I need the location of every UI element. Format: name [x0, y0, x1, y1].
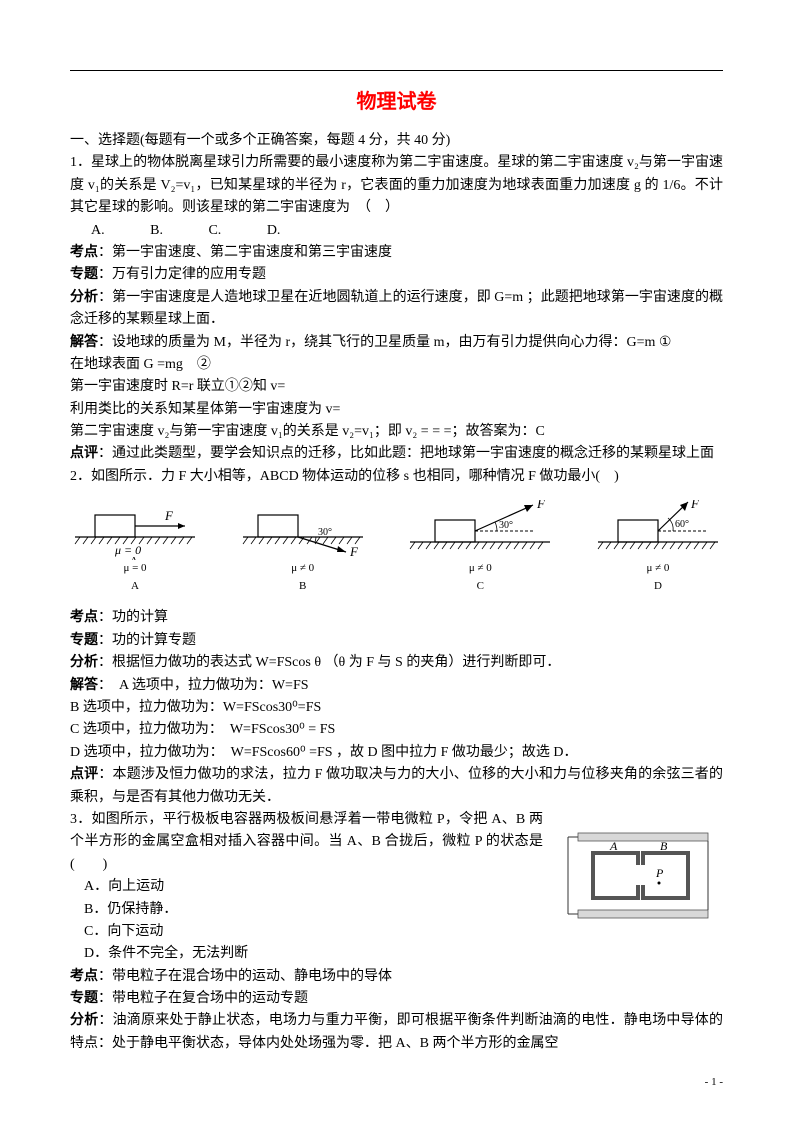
fenxi-label: 分析 [70, 1013, 98, 1028]
q1-jieda: 解答：设地球的质量为 M，半径为 r，绕其飞行的卫星质量 m，由万有引力提供向心… [70, 332, 723, 354]
page-number: - 1 - [705, 1074, 723, 1092]
dianping-label: 点评 [70, 446, 98, 461]
exam-title: 物理试卷 [70, 86, 723, 118]
diag-d-f: F [690, 500, 700, 511]
q1-options: A. B. C. D. [70, 220, 723, 242]
q1-opt-d: D. [267, 220, 281, 242]
dianping-label: 点评 [70, 767, 98, 782]
q2-fenxi: 分析：根据恒力做功的表达式 W=FScos θ （θ 为 F 与 S 的夹角）进… [70, 652, 723, 674]
q3-fig-p: P [655, 866, 664, 880]
diag-a-label: μ = 0A [70, 560, 200, 595]
q3-zhuanti: 专题：带电粒子在复合场中的运动专题 [70, 988, 723, 1010]
diag-d-angle: 60° [675, 519, 689, 530]
q3-kaodian: 考点：带电粒子在混合场中的运动、静电场中的导体 [70, 966, 723, 988]
diag-c-angle: 30° [499, 520, 513, 531]
q2-jieda: 解答： A 选项中，拉力做功为：W=FS [70, 675, 723, 697]
q2-jieda-4: D 选项中，拉力做功为： W=FScos60⁰ =FS ，故 D 图中拉力 F … [70, 742, 723, 764]
top-rule [70, 70, 723, 71]
kaodian-text: ：第一宇宙速度、第二宇宙速度和第三宇宙速度 [98, 245, 392, 260]
diag-b-label: μ ≠ 0B [238, 560, 368, 595]
q2-diagrams: F μ = 0 A μ = 0A 30° F μ ≠ 0B [70, 500, 723, 595]
q2-diag-d: 60° F μ ≠ 0D [593, 500, 723, 595]
q1-dianping: 点评：通过此类题型，要学会知识点的迁移，比如此题：把地球第一宇宙速度的概念迁移的… [70, 443, 723, 465]
zhuanti-label: 专题 [70, 633, 98, 648]
zhuanti-text: ：万有引力定律的应用专题 [98, 267, 266, 282]
q1-fenxi: 分析：第一宇宙速度是人造地球卫星在近地圆轨道上的运行速度，即 G=m ；此题把地… [70, 287, 723, 332]
q1-jieda-5: 第二宇宙速度 v₂与第一宇宙速度 v₁的关系是 v₂=v₁；即 v₂ = = =… [70, 421, 723, 443]
jieda-label: 解答 [70, 335, 98, 350]
dianping-text: ：本题涉及恒力做功的求法，拉力 F 做功取决与力的大小、位移的大小和力与位移夹角… [70, 767, 723, 804]
q2-jieda-2: B 选项中，拉力做功为：W=FScos30⁰=FS [70, 697, 723, 719]
fenxi-text: ：油滴原来处于静止状态，电场力与重力平衡，即可根据平衡条件判断油滴的电性．静电场… [70, 1013, 723, 1050]
q3-fenxi: 分析：油滴原来处于静止状态，电场力与重力平衡，即可根据平衡条件判断油滴的电性．静… [70, 1010, 723, 1055]
q3-block: 3．如图所示，平行极板电容器两极板间悬浮着一带电微粒 P，令把 A、B 两个半方… [70, 809, 723, 966]
q1-jieda-3: 第一宇宙速度时 R=r 联立①②知 v= [70, 376, 723, 398]
q1-jieda-2: 在地球表面 G =mg ② [70, 354, 723, 376]
zhuanti-label: 专题 [70, 267, 98, 282]
q3-opt-d: D．条件不完全，无法判断 [70, 943, 723, 965]
diag-d-label: μ ≠ 0D [593, 560, 723, 595]
q2-dianping: 点评：本题涉及恒力做功的求法，拉力 F 做功取决与力的大小、位移的大小和力与位移… [70, 764, 723, 809]
diag-c-f: F [536, 500, 546, 511]
kaodian-text: ：带电粒子在混合场中的运动、静电场中的导体 [98, 969, 392, 984]
section-header: 一、选择题(每题有一个或多个正确答案，每题 4 分，共 40 分) [70, 130, 723, 152]
kaodian-label: 考点 [70, 969, 98, 984]
kaodian-text: ：功的计算 [98, 610, 168, 625]
dianping-text: ：通过此类题型，要学会知识点的迁移，比如此题：把地球第一宇宙速度的概念迁移的某颗… [98, 446, 714, 461]
zhuanti-text: ：带电粒子在复合场中的运动专题 [98, 991, 308, 1006]
jieda-label: 解答 [70, 678, 98, 693]
q2-diag-b: 30° F μ ≠ 0B [238, 500, 368, 595]
jieda-text-1: ： A 选项中，拉力做功为：W=FS [98, 678, 309, 693]
q1-kaodian: 考点：第一宇宙速度、第二宇宙速度和第三宇宙速度 [70, 242, 723, 264]
fenxi-text: ：根据恒力做功的表达式 W=FScos θ （θ 为 F 与 S 的夹角）进行判… [98, 655, 560, 670]
q2-zhuanti: 专题：功的计算专题 [70, 630, 723, 652]
q1-text: 1．星球上的物体脱离星球引力所需要的最小速度称为第二宇宙速度。星球的第二宇宙速度… [70, 152, 723, 219]
fenxi-text: ：第一宇宙速度是人造地球卫星在近地圆轨道上的运行速度，即 G=m ；此题把地球第… [70, 290, 723, 327]
diag-a-f: F [164, 508, 174, 523]
jieda-text-1: ：设地球的质量为 M，半径为 r，绕其飞行的卫星质量 m，由万有引力提供向心力得… [98, 335, 671, 350]
q1-opt-c: C. [208, 220, 221, 242]
fenxi-label: 分析 [70, 290, 98, 305]
q3-figure: A B P [558, 825, 723, 943]
diag-b-f: F [349, 544, 359, 559]
q1-zhuanti: 专题：万有引力定律的应用专题 [70, 264, 723, 286]
q2-diag-a: F μ = 0 A μ = 0A [70, 500, 200, 595]
q1-opt-a: A. [91, 220, 105, 242]
diag-c-label: μ ≠ 0C [405, 560, 555, 595]
q3-fig-a: A [609, 839, 618, 853]
q2-text: 2．如图所示．力 F 大小相等，ABCD 物体运动的位移 s 也相同，哪种情况 … [70, 466, 723, 488]
q2-diag-c: 30° F μ ≠ 0C [405, 500, 555, 595]
q3-fig-b: B [660, 839, 668, 853]
q1-jieda-4: 利用类比的关系知某星体第一宇宙速度为 v= [70, 399, 723, 421]
fenxi-label: 分析 [70, 655, 98, 670]
q1-opt-b: B. [150, 220, 163, 242]
q2-kaodian: 考点：功的计算 [70, 607, 723, 629]
zhuanti-text: ：功的计算专题 [98, 633, 196, 648]
q2-jieda-3: C 选项中，拉力做功为： W=FScos30⁰ = FS [70, 719, 723, 741]
kaodian-label: 考点 [70, 610, 98, 625]
kaodian-label: 考点 [70, 245, 98, 260]
diag-b-angle: 30° [318, 527, 332, 538]
zhuanti-label: 专题 [70, 991, 98, 1006]
